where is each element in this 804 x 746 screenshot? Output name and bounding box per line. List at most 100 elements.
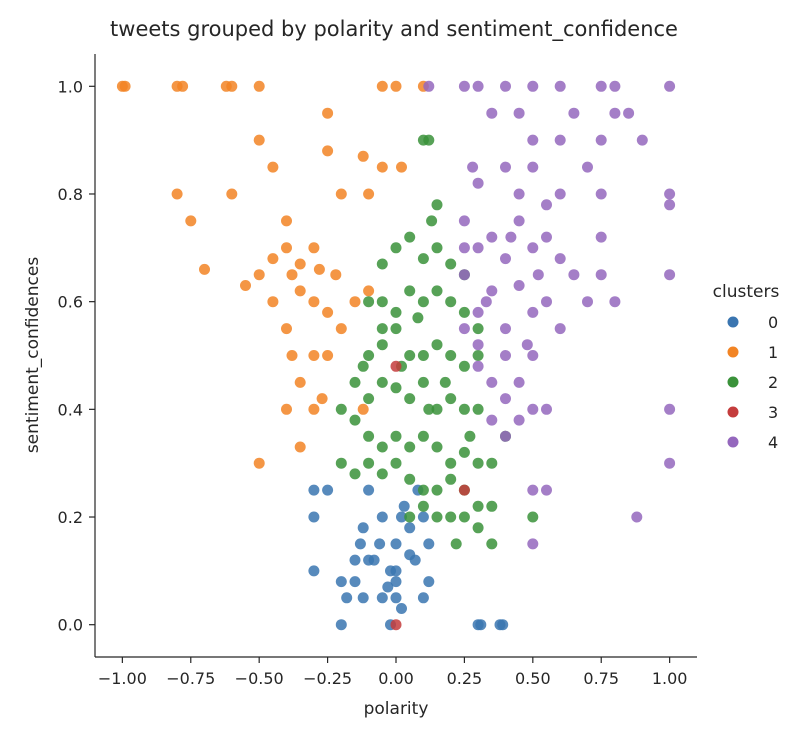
series-4 [423, 80, 676, 550]
x-tick-label: 0.75 [583, 669, 619, 688]
legend-marker-2 [727, 376, 739, 388]
legend-title: clusters [713, 282, 780, 302]
point-series-0-4 [335, 576, 347, 588]
point-series-4-9 [486, 107, 498, 119]
point-series-1-45 [376, 161, 388, 173]
point-series-2-56 [417, 484, 429, 496]
point-series-4-72 [532, 269, 544, 281]
chart-title: tweets grouped by polarity and sentiment… [110, 17, 678, 42]
point-series-2-63 [404, 511, 416, 523]
legend-items: 0 1 2 3 4 [727, 313, 778, 452]
point-series-2-58 [445, 473, 457, 485]
point-series-4-71 [505, 231, 517, 243]
point-series-2-66 [445, 511, 457, 523]
point-series-2-8 [431, 242, 443, 254]
point-series-2-37 [458, 403, 470, 415]
point-series-2-52 [363, 457, 375, 469]
point-series-2-57 [431, 484, 443, 496]
point-series-4-53 [527, 350, 539, 361]
point-series-4-24 [554, 188, 566, 200]
point-series-4-61 [513, 414, 525, 426]
point-series-4-49 [554, 323, 566, 335]
point-series-2-3 [426, 215, 438, 227]
x-tick-label: −0.75 [166, 669, 215, 688]
point-series-0-5 [335, 619, 347, 631]
point-series-4-59 [541, 403, 552, 415]
point-series-1-1 [119, 80, 131, 92]
point-series-0-10 [363, 484, 375, 496]
x-tick-label: −0.25 [303, 669, 352, 688]
x-tick-label: −1.00 [98, 669, 147, 688]
point-series-2-1 [423, 134, 435, 146]
point-series-2-78 [439, 376, 451, 388]
point-series-4-27 [458, 215, 470, 227]
point-series-4-56 [500, 393, 511, 405]
point-series-4-41 [513, 280, 525, 291]
point-series-2-47 [445, 457, 457, 469]
point-series-0-3 [308, 565, 320, 577]
point-series-0-24 [398, 500, 410, 512]
point-series-1-8 [390, 80, 402, 92]
point-series-1-33 [349, 296, 361, 308]
point-series-0-12 [376, 592, 388, 604]
point-series-2-34 [417, 376, 429, 388]
point-series-1-19 [281, 215, 292, 227]
point-series-4-20 [582, 161, 593, 173]
point-series-2-67 [458, 511, 470, 523]
point-series-4-29 [513, 215, 525, 227]
point-series-0-34 [475, 619, 487, 631]
point-series-2-46 [431, 441, 443, 453]
point-series-4-33 [458, 242, 470, 254]
point-series-1-3 [177, 80, 189, 92]
point-series-4-19 [527, 161, 539, 173]
point-series-4-8 [664, 80, 676, 92]
point-series-2-23 [404, 350, 416, 361]
point-series-0-19 [417, 511, 429, 523]
point-series-4-67 [664, 403, 676, 415]
point-series-3-1 [458, 484, 470, 496]
point-series-4-23 [541, 199, 552, 211]
point-series-0-0 [308, 484, 320, 496]
point-series-1-32 [335, 323, 347, 335]
point-series-4-3 [500, 80, 511, 92]
point-series-2-7 [417, 253, 429, 265]
point-series-2-50 [335, 457, 347, 469]
point-series-1-23 [313, 263, 325, 275]
point-series-4-32 [664, 199, 676, 211]
legend-label-2: 2 [768, 373, 778, 392]
legend: clusters 0 1 2 3 4 [713, 282, 780, 452]
point-series-4-40 [486, 285, 498, 297]
point-series-1-6 [253, 80, 265, 92]
point-series-4-7 [609, 80, 621, 92]
point-series-0-37 [374, 538, 386, 550]
point-series-4-42 [541, 296, 552, 308]
point-series-2-30 [363, 393, 375, 405]
point-series-4-51 [472, 339, 484, 351]
point-series-1-46 [396, 161, 407, 173]
point-series-4-39 [458, 269, 470, 281]
point-series-4-30 [541, 231, 552, 243]
point-series-1-48 [330, 269, 342, 281]
point-series-2-14 [404, 285, 416, 297]
point-series-4-69 [595, 269, 607, 281]
point-series-4-36 [527, 242, 539, 254]
point-series-4-12 [609, 107, 621, 119]
point-series-0-18 [409, 554, 421, 566]
point-series-2-12 [376, 296, 388, 308]
x-tick-label: 1.00 [652, 669, 688, 688]
point-series-1-22 [294, 258, 306, 270]
point-series-1-29 [294, 285, 306, 297]
point-series-4-48 [527, 306, 539, 318]
point-series-1-10 [253, 134, 265, 146]
point-series-2-25 [431, 339, 443, 351]
point-series-4-0 [423, 80, 435, 92]
point-series-4-45 [664, 269, 676, 281]
points-layer [116, 80, 676, 631]
point-series-4-58 [527, 403, 539, 415]
point-series-1-30 [308, 296, 320, 308]
point-series-1-25 [240, 280, 251, 291]
point-series-4-37 [554, 253, 566, 265]
point-series-2-21 [376, 339, 388, 351]
point-series-4-57 [513, 376, 525, 388]
